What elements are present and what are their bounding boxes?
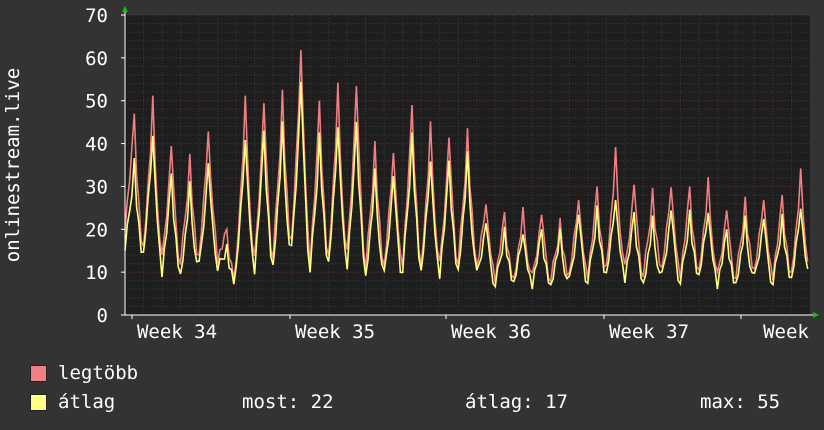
legend-row-avg: átlag most: 22 átlag: 17 max: 55 [30, 390, 810, 414]
stat-now: most: 22 [242, 390, 334, 414]
stat-max: max: 55 [700, 390, 780, 414]
legend-label-max: legtöbb [58, 362, 139, 384]
y-tick-label: 20 [85, 219, 108, 241]
stat-max-label: max: [700, 391, 746, 413]
y-tick-label: 70 [85, 5, 108, 27]
stat-avg-label: átlag: [465, 391, 534, 413]
y-tick-label: 30 [85, 176, 108, 198]
axes [121, 6, 819, 319]
series-line-avg [124, 81, 809, 290]
y-tick-label: 60 [85, 48, 108, 70]
stat-avg-value: 17 [545, 391, 568, 413]
x-tick-label: Week 35 [295, 321, 375, 343]
legend-swatch-avg [30, 394, 47, 411]
legend-row-max: legtöbb [30, 361, 810, 385]
y-tick-label: 0 [97, 305, 108, 327]
stat-avg: átlag: 17 [465, 390, 568, 414]
x-tick-label: Week 37 [609, 321, 689, 343]
x-tick-labels: Week 34 Week 35 Week 36 Week 37 Week [137, 321, 809, 343]
x-tick-label: Week [763, 321, 809, 343]
stat-now-value: 22 [310, 391, 334, 413]
y-tick-label: 10 [85, 262, 108, 284]
stat-now-label: most: [242, 391, 300, 413]
y-tick-label: 40 [85, 134, 108, 156]
y-tick-labels: 0 10 20 30 40 50 60 70 [85, 5, 108, 327]
x-axis-arrow [813, 312, 819, 318]
series-lines [124, 50, 809, 290]
x-tick-label: Week 34 [137, 321, 217, 343]
y-axis-label: onlinestream.live [2, 68, 24, 262]
legend-swatch-max [30, 365, 47, 382]
y-tick-label: 50 [85, 91, 108, 113]
legend-label-avg: átlag [58, 391, 116, 413]
x-tick-label: Week 36 [451, 321, 531, 343]
stat-max-value: 55 [757, 391, 781, 413]
y-axis-arrow [122, 6, 128, 12]
